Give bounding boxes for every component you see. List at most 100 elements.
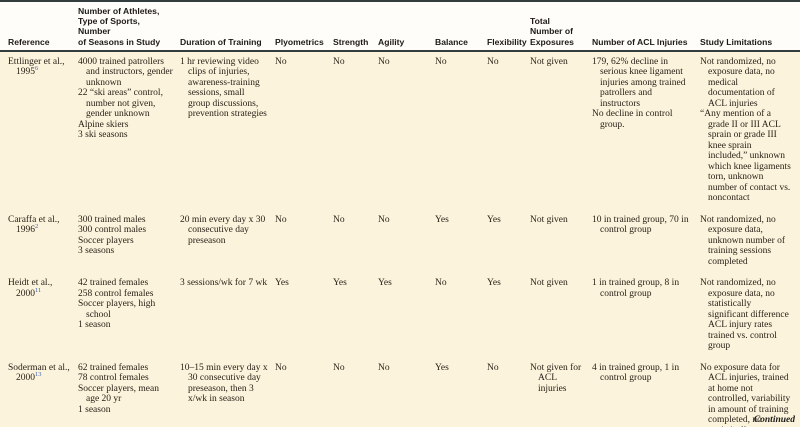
study-row-1: Ettlinger et al., 19956 4000 trained patr… xyxy=(0,51,800,210)
injuries-text: 1 in trained group, 8 in control group xyxy=(592,278,680,299)
injuries-cell: 10 in trained group, 70 in control group xyxy=(592,210,700,274)
duration-text: 1 hr reviewing video clips of injuries, … xyxy=(180,56,267,120)
flexibility-cell: Yes xyxy=(487,278,501,289)
flexibility-cell: No xyxy=(487,362,499,373)
plyometrics-cell: Yes xyxy=(275,278,289,289)
exposures-cell: Not given xyxy=(530,273,592,358)
exposures-cell: Not given for ACL injuries xyxy=(530,358,592,427)
continued-note: Continued xyxy=(753,415,795,425)
athletes-cell: 300 trained males 300 control males Soccer… xyxy=(78,210,180,274)
citation-superscript: 11 xyxy=(35,286,42,294)
column-header-reference: Reference xyxy=(0,0,78,52)
citation-superscript: 13 xyxy=(35,371,42,379)
athletes-cell: 42 trained females 258 control females Soc… xyxy=(78,273,180,358)
limitations-text: “Any mention of a grade II or III ACL sp… xyxy=(700,109,791,204)
table-body: Ettlinger et al., 19956 4000 trained patr… xyxy=(0,50,800,427)
reference-citation: Ettlinger et al., 19956 xyxy=(8,56,65,78)
limitations-text: No exposure data for ACL injuries, train… xyxy=(700,362,791,427)
duration-text: 20 min every day x 30 consecutive day pr… xyxy=(180,214,266,246)
citation-superscript: 2 xyxy=(35,223,39,231)
limitations-cell: No exposure data for ACL injuries, train… xyxy=(700,358,800,427)
exposures-cell: Not given xyxy=(530,51,592,210)
athletes-text: 4000 trained patrollers and instructors,… xyxy=(78,56,173,88)
flexibility-cell: No xyxy=(487,56,499,67)
limitations-text: Not randomized, no exposure data, unknow… xyxy=(700,214,786,267)
injuries-cell: 1 in trained group, 8 in control group xyxy=(592,273,700,358)
agility-cell: No xyxy=(378,214,390,225)
athletes-text: 42 trained females xyxy=(78,278,149,289)
balance-cell: No xyxy=(435,278,447,289)
athletes-text: Soccer players, high school xyxy=(78,299,156,320)
limitations-cell: Not randomized, no exposure data, no med… xyxy=(700,51,800,210)
reference-citation: Caraffa et al., 19962 xyxy=(8,214,60,236)
duration-text: 3 sessions/wk for 7 wk xyxy=(180,278,268,289)
column-header-exposures: Total Number of Exposures xyxy=(530,0,592,52)
exposures-text: Not given xyxy=(530,56,568,67)
header-row: Reference Number of Athletes, Type of Spo… xyxy=(0,0,800,52)
exposures-cell: Not given xyxy=(530,210,592,274)
balance-cell: Yes xyxy=(435,214,449,225)
limitations-cell: Not randomized, no exposure data, no sta… xyxy=(700,273,800,358)
injuries-cell: 179, 62% decline in serious knee ligamen… xyxy=(592,51,700,210)
injuries-cell: 4 in trained group, 1 in control group xyxy=(592,358,700,427)
injuries-text: 4 in trained group, 1 in control group xyxy=(592,362,680,384)
flexibility-cell: Yes xyxy=(487,214,501,225)
duration-cell: 1 hr reviewing video clips of injuries, … xyxy=(180,51,275,210)
injuries-text: 179, 62% decline in serious knee ligamen… xyxy=(592,56,686,109)
athletes-text: 300 control males xyxy=(78,225,147,236)
column-header-injuries: Number of ACL Injuries xyxy=(592,0,700,52)
study-row-4: Soderman et al., 200013 62 trained female… xyxy=(0,358,800,427)
balance-cell: No xyxy=(435,56,447,67)
column-header-strength: Strength xyxy=(333,0,378,52)
reference-citation: Heidt et al., 200011 xyxy=(8,278,53,299)
reference-cell: Caraffa et al., 19962 xyxy=(0,210,78,274)
plyometrics-cell: No xyxy=(275,56,287,67)
agility-cell: Yes xyxy=(378,278,392,289)
injuries-text: 10 in trained group, 70 in control group xyxy=(592,214,689,236)
athletes-text: Soccer players, mean age 20 yr xyxy=(78,383,159,405)
column-header-plyometrics: Plyometrics xyxy=(275,0,333,52)
strength-cell: Yes xyxy=(333,278,347,289)
column-header-balance: Balance xyxy=(435,0,487,52)
balance-cell: Yes xyxy=(435,362,449,373)
athletes-text: 22 “ski areas” control, number not given… xyxy=(78,88,163,120)
athletes-text: Alpine skiers xyxy=(78,119,129,130)
athletes-text: 1 season xyxy=(78,320,111,331)
duration-cell: 20 min every day x 30 consecutive day pr… xyxy=(180,210,275,274)
athletes-text: Soccer players xyxy=(78,235,134,246)
column-header-flexibility: Flexibility xyxy=(487,0,530,52)
table-header: Reference Number of Athletes, Type of Spo… xyxy=(0,0,800,52)
injuries-text: No decline in control group. xyxy=(592,109,673,130)
column-header-agility: Agility xyxy=(378,0,435,52)
reference-citation: Soderman et al., 200013 xyxy=(8,362,70,384)
duration-text: 10–15 min every day x 30 consecutive day… xyxy=(180,362,268,405)
athletes-text: 258 control females xyxy=(78,288,154,299)
column-header-duration: Duration of Training xyxy=(180,0,275,52)
reference-cell: Ettlinger et al., 19956 xyxy=(0,51,78,210)
duration-cell: 10–15 min every day x 30 consecutive day… xyxy=(180,358,275,427)
exposures-text: Not given xyxy=(530,214,568,225)
exposures-text: Not given xyxy=(530,278,568,289)
plyometrics-cell: No xyxy=(275,362,287,373)
study-row-2: Caraffa et al., 19962 300 trained males 30… xyxy=(0,210,800,274)
strength-cell: No xyxy=(333,56,345,67)
reference-cell: Heidt et al., 200011 xyxy=(0,273,78,358)
agility-cell: No xyxy=(378,362,390,373)
athletes-text: 62 trained females xyxy=(78,362,149,373)
limitations-cell: Not randomized, no exposure data, unknow… xyxy=(700,210,800,274)
strength-cell: No xyxy=(333,214,345,225)
column-header-limitations: Study Limitations xyxy=(700,0,800,52)
strength-cell: No xyxy=(333,362,345,373)
duration-cell: 3 sessions/wk for 7 wk xyxy=(180,273,275,358)
athletes-cell: 62 trained females 78 control females Socc… xyxy=(78,358,180,427)
athletes-text: 1 season xyxy=(78,404,111,415)
reference-cell: Soderman et al., 200013 xyxy=(0,358,78,427)
citation-superscript: 6 xyxy=(35,65,39,73)
athletes-cell: 4000 trained patrollers and instructors,… xyxy=(78,51,180,210)
limitations-text: Not randomized, no exposure data, no sta… xyxy=(700,278,789,352)
athletes-text: 3 seasons xyxy=(78,246,115,257)
plyometrics-cell: No xyxy=(275,214,287,225)
limitations-text: Not randomized, no exposure data, no med… xyxy=(700,56,776,109)
